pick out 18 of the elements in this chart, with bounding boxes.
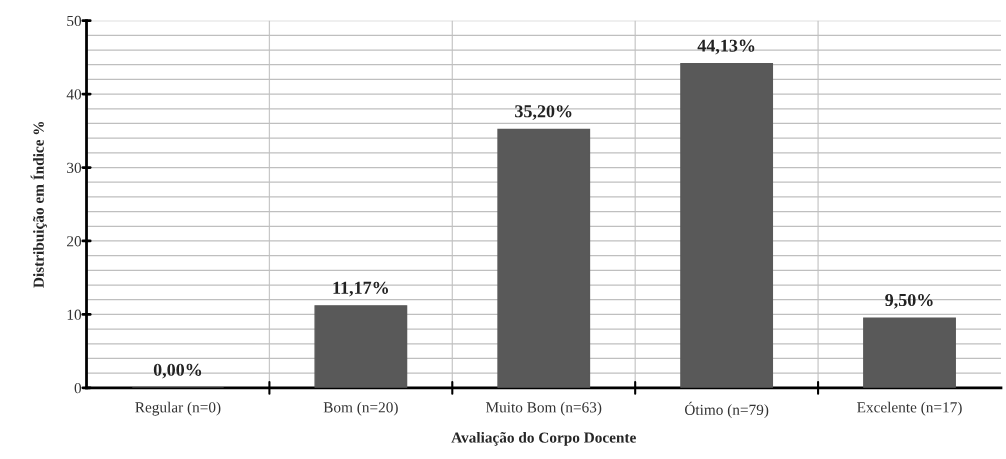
x-tick-label: Muito Bom (n=63): [485, 401, 602, 416]
y-axis-title: Distribuição em Índice %: [30, 121, 47, 288]
x-tick-label: Excelente (n=17): [857, 401, 962, 416]
y-tick-label: 10: [67, 309, 82, 320]
data-label: 9,50%: [885, 293, 933, 309]
y-tick-label: 20: [67, 236, 82, 247]
data-label: 44,13%: [697, 39, 755, 55]
data-label: 0,00%: [153, 363, 202, 379]
data-label: 35,20%: [515, 105, 572, 120]
y-tick-label: 30: [67, 162, 82, 173]
y-tick-label: 0: [74, 383, 82, 394]
x-tick-label: Bom (n=20): [323, 401, 398, 416]
y-tick-label: 40: [66, 89, 82, 100]
x-tick-label: Ótimo (n=79): [684, 401, 769, 419]
y-tick-label: 50: [67, 15, 82, 27]
data-label: 11,17%: [333, 281, 388, 297]
x-tick-label: Regular (n=0): [135, 401, 221, 416]
x-axis-title: Avaliação do Corpo Docente: [451, 431, 636, 446]
